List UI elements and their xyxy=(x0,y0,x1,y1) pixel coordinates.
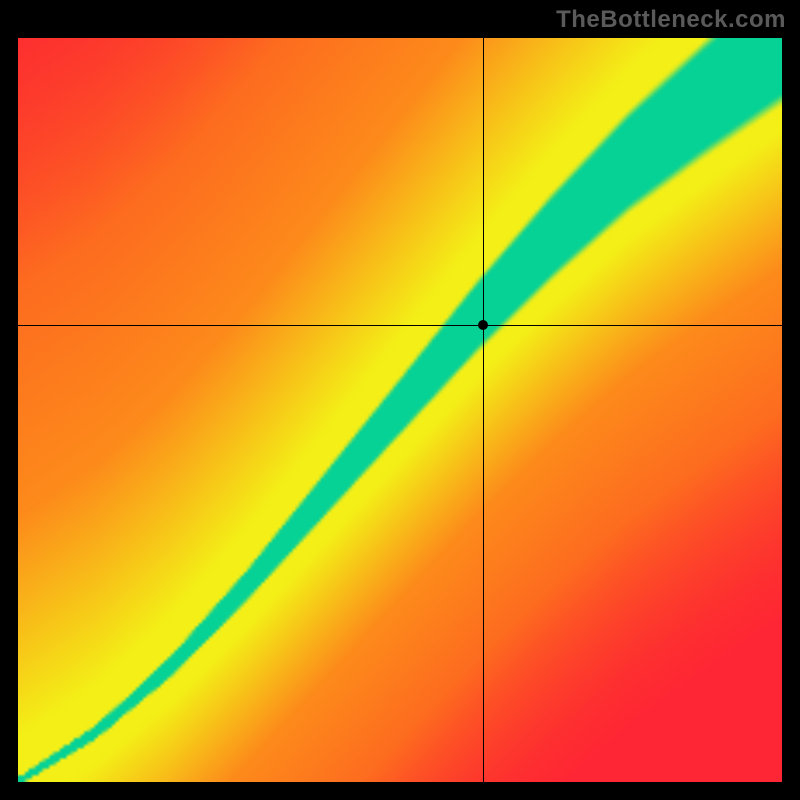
heatmap-canvas xyxy=(18,38,782,782)
heatmap-plot xyxy=(18,38,782,782)
crosshair-vertical xyxy=(483,38,484,782)
crosshair-marker xyxy=(478,320,488,330)
watermark-text: TheBottleneck.com xyxy=(556,6,786,34)
crosshair-horizontal xyxy=(18,325,782,326)
